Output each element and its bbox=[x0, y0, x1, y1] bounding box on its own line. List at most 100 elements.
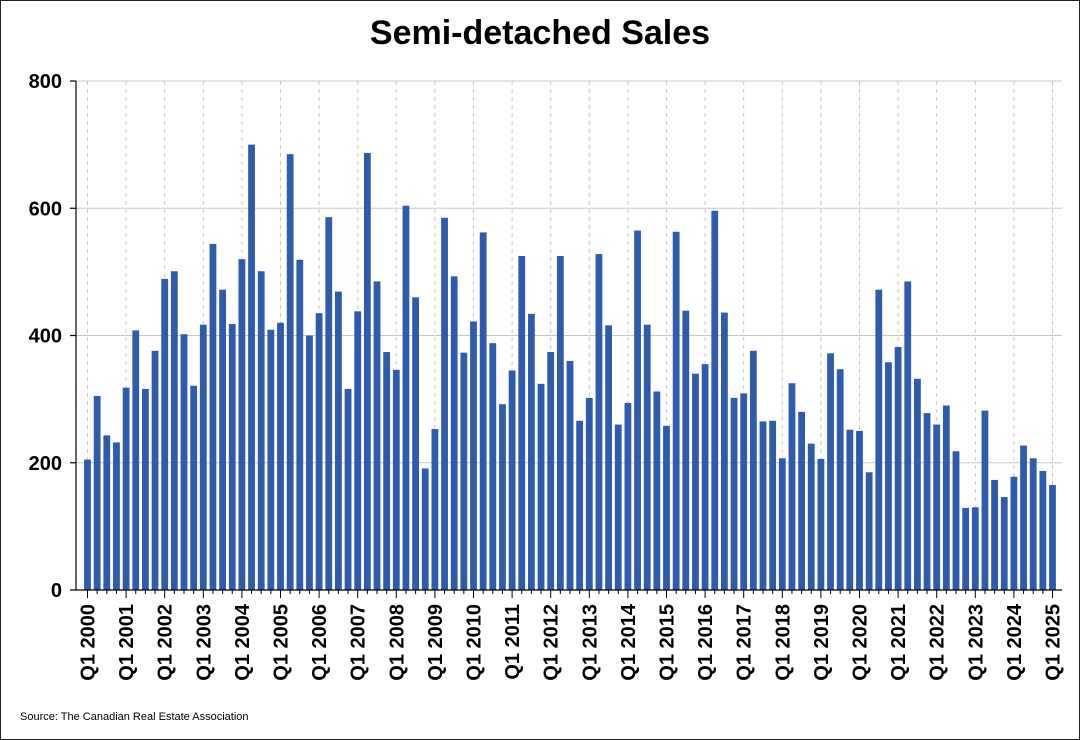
bar bbox=[942, 405, 950, 590]
bar bbox=[421, 468, 429, 590]
x-tick-label: Q1 2010 bbox=[464, 604, 486, 681]
bar bbox=[335, 291, 342, 590]
bar bbox=[865, 472, 873, 590]
bar bbox=[711, 210, 719, 591]
bar bbox=[971, 507, 979, 590]
bar bbox=[634, 230, 641, 591]
bar bbox=[556, 255, 564, 590]
bar bbox=[161, 278, 169, 590]
bar bbox=[914, 378, 921, 590]
x-tick-label: Q1 2001 bbox=[116, 604, 138, 681]
bar bbox=[952, 451, 960, 590]
bar bbox=[614, 424, 622, 590]
bar bbox=[537, 383, 545, 590]
bar bbox=[441, 217, 448, 590]
bar bbox=[199, 324, 207, 590]
bar bbox=[142, 388, 149, 590]
bar bbox=[701, 364, 709, 590]
bar bbox=[595, 254, 603, 590]
bar bbox=[479, 232, 487, 591]
x-tick-label: Q1 2014 bbox=[618, 603, 640, 681]
bar bbox=[209, 243, 217, 590]
bar bbox=[721, 312, 728, 590]
x-tick-label: Q1 2016 bbox=[695, 604, 717, 681]
chart-title: Semi-detached Sales bbox=[369, 14, 711, 52]
bar bbox=[875, 289, 883, 590]
bar bbox=[402, 205, 410, 590]
source-note: Source: The Canadian Real Estate Associa… bbox=[20, 711, 249, 723]
x-tick-label: Q1 2015 bbox=[657, 604, 679, 681]
bar bbox=[315, 313, 323, 590]
bar bbox=[836, 369, 844, 590]
x-tick-label: Q1 2025 bbox=[1043, 604, 1065, 681]
x-tick-label: Q1 2018 bbox=[772, 604, 794, 681]
bar bbox=[807, 443, 815, 590]
bar bbox=[373, 281, 381, 590]
x-tick-label: Q1 2024 bbox=[1004, 603, 1026, 681]
bar bbox=[856, 430, 863, 590]
bar bbox=[547, 352, 555, 590]
bar bbox=[1049, 485, 1056, 590]
x-tick-label: Q1 2022 bbox=[927, 604, 949, 681]
bar bbox=[219, 289, 226, 590]
bar bbox=[846, 429, 854, 590]
y-tick-label: 400 bbox=[29, 326, 62, 348]
bar bbox=[132, 330, 140, 590]
bar bbox=[740, 393, 748, 590]
bar bbox=[730, 397, 738, 590]
bar bbox=[1020, 445, 1027, 590]
bar bbox=[325, 217, 333, 590]
bar bbox=[122, 387, 130, 590]
bar bbox=[190, 385, 198, 590]
bar bbox=[904, 281, 912, 590]
bar bbox=[460, 352, 468, 590]
y-tick-label: 600 bbox=[29, 198, 62, 220]
bar bbox=[923, 413, 931, 590]
bar bbox=[749, 350, 757, 590]
bar bbox=[392, 369, 400, 590]
x-tick-label: Q1 2006 bbox=[309, 604, 331, 681]
bar bbox=[682, 310, 690, 590]
x-tick-label: Q1 2002 bbox=[155, 604, 177, 681]
bar bbox=[238, 259, 246, 590]
bar bbox=[412, 297, 419, 590]
bar bbox=[827, 353, 834, 590]
bar bbox=[605, 325, 612, 590]
bar bbox=[170, 271, 178, 590]
bar bbox=[769, 420, 777, 590]
bar bbox=[248, 144, 255, 590]
x-tick-label: Q1 2011 bbox=[502, 604, 524, 680]
x-tick-label: Q1 2005 bbox=[271, 604, 293, 681]
bar bbox=[1000, 497, 1008, 590]
x-tick-label: Q1 2023 bbox=[965, 604, 987, 681]
bar bbox=[1010, 476, 1018, 590]
bar bbox=[566, 360, 574, 590]
x-tick-label: Q1 2017 bbox=[734, 604, 756, 681]
bar bbox=[788, 383, 796, 590]
bar bbox=[894, 346, 902, 590]
bar bbox=[624, 402, 632, 590]
axes bbox=[70, 80, 1062, 598]
x-tick-label: Q1 2021 bbox=[888, 604, 910, 681]
y-tick-label: 800 bbox=[29, 71, 62, 93]
bar bbox=[692, 373, 699, 590]
bar bbox=[103, 435, 111, 590]
bar bbox=[962, 507, 970, 590]
bar bbox=[363, 152, 371, 591]
bar bbox=[93, 395, 101, 590]
bar bbox=[778, 458, 786, 590]
bar bbox=[1039, 471, 1047, 590]
bar bbox=[759, 421, 767, 590]
bar bbox=[286, 154, 294, 590]
bars bbox=[84, 144, 1056, 591]
x-tick-label: Q1 2004 bbox=[232, 603, 254, 681]
bar bbox=[431, 429, 439, 590]
x-tick-label: Q1 2000 bbox=[78, 604, 100, 681]
bar bbox=[576, 420, 584, 590]
x-tick-label: Q1 2012 bbox=[541, 604, 563, 681]
bar bbox=[585, 397, 593, 590]
bar bbox=[672, 231, 680, 590]
x-tick-label: Q1 2009 bbox=[425, 604, 447, 681]
bar bbox=[653, 391, 661, 590]
